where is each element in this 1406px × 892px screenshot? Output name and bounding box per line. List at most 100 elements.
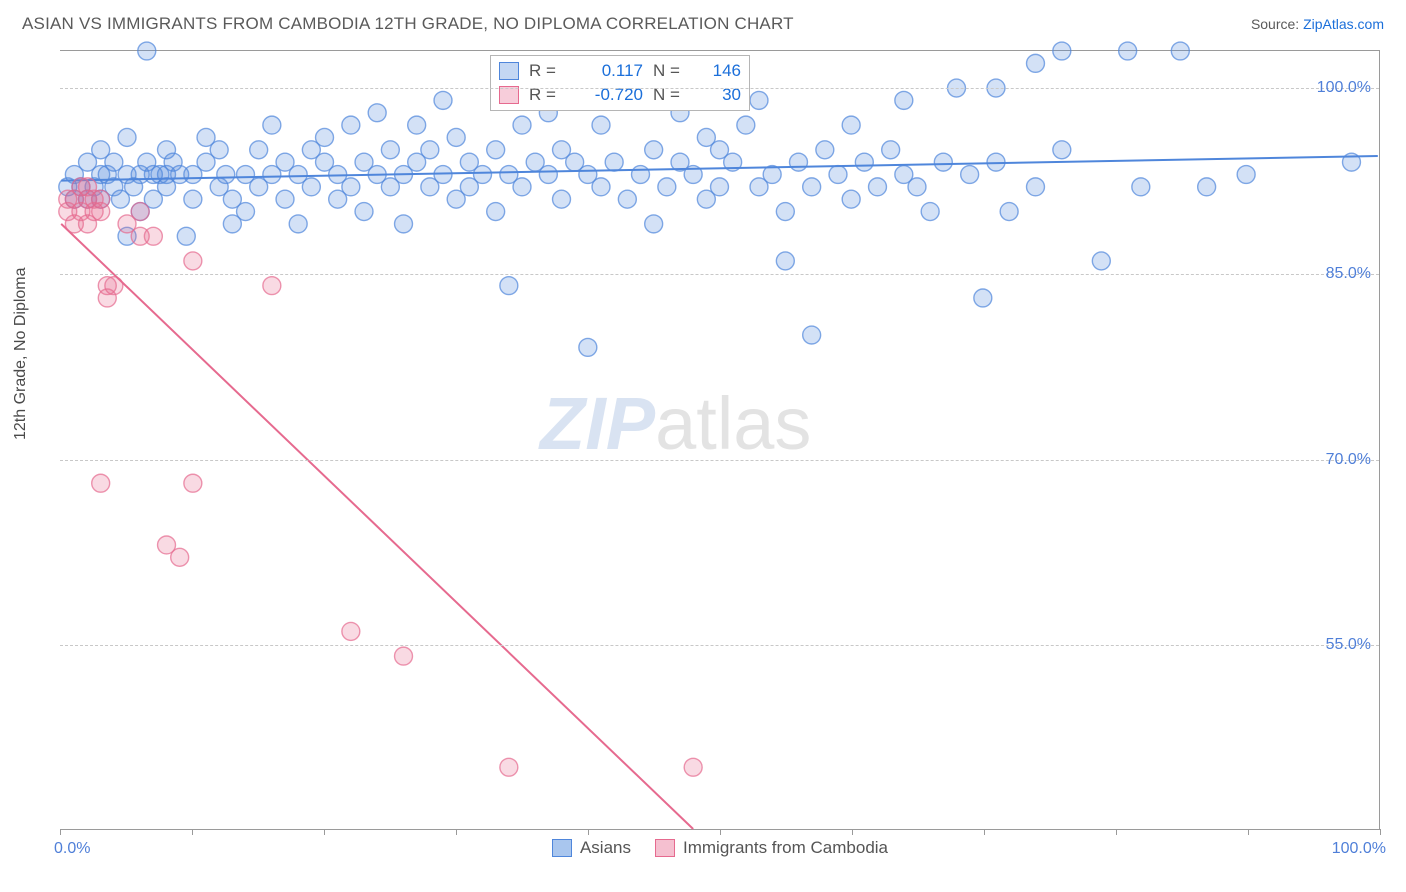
scatter-point	[842, 190, 860, 208]
scatter-point	[961, 166, 979, 184]
source-link[interactable]: ZipAtlas.com	[1303, 16, 1384, 32]
source-prefix: Source:	[1251, 16, 1303, 32]
scatter-point	[632, 166, 650, 184]
scatter-point	[658, 178, 676, 196]
r-label: R =	[529, 61, 563, 81]
legend-swatch	[499, 62, 519, 80]
x-tick	[1248, 829, 1249, 835]
legend-swatch	[552, 839, 572, 857]
scatter-point	[895, 91, 913, 109]
n-label: N =	[653, 61, 687, 81]
scatter-point	[513, 116, 531, 134]
scatter-point	[177, 227, 195, 245]
scatter-point	[1053, 42, 1071, 60]
scatter-point	[1119, 42, 1137, 60]
scatter-point	[250, 141, 268, 159]
scatter-point	[487, 141, 505, 159]
y-tick-label: 100.0%	[1317, 79, 1371, 97]
scatter-point	[144, 227, 162, 245]
scatter-point	[803, 178, 821, 196]
scatter-point	[276, 190, 294, 208]
x-tick	[456, 829, 457, 835]
scatter-point	[829, 166, 847, 184]
scatter-point	[592, 178, 610, 196]
r-value: 0.117	[573, 61, 643, 81]
y-tick-label: 70.0%	[1326, 451, 1371, 469]
scatter-point	[921, 203, 939, 221]
series-legend: Asians Immigrants from Cambodia	[60, 838, 1380, 858]
scatter-point	[579, 338, 597, 356]
scatter-point	[750, 91, 768, 109]
gridline-h	[60, 460, 1379, 461]
scatter-point	[592, 116, 610, 134]
scatter-point	[500, 758, 518, 776]
scatter-point	[342, 622, 360, 640]
scatter-point	[934, 153, 952, 171]
scatter-point	[474, 166, 492, 184]
scatter-point	[513, 178, 531, 196]
x-tick	[60, 829, 61, 835]
scatter-point	[645, 141, 663, 159]
scatter-point	[645, 215, 663, 233]
scatter-point	[1132, 178, 1150, 196]
scatter-point	[1171, 42, 1189, 60]
scatter-point	[882, 141, 900, 159]
scatter-point	[302, 178, 320, 196]
scatter-point	[342, 178, 360, 196]
scatter-point	[816, 141, 834, 159]
scatter-point	[1053, 141, 1071, 159]
scatter-point	[737, 116, 755, 134]
scatter-point	[237, 203, 255, 221]
gridline-h	[60, 88, 1379, 89]
scatter-point	[342, 116, 360, 134]
scatter-point	[263, 277, 281, 295]
scatter-point	[711, 178, 729, 196]
scatter-point	[184, 252, 202, 270]
scatter-point	[395, 647, 413, 665]
scatter-point	[381, 141, 399, 159]
scatter-point	[869, 178, 887, 196]
scatter-point	[855, 153, 873, 171]
trend-line	[61, 224, 693, 829]
source-attribution: Source: ZipAtlas.com	[1251, 16, 1384, 32]
scatter-point	[210, 141, 228, 159]
scatter-point	[1092, 252, 1110, 270]
scatter-point	[289, 215, 307, 233]
scatter-point	[1237, 166, 1255, 184]
x-tick	[324, 829, 325, 835]
scatter-point	[184, 474, 202, 492]
scatter-point	[500, 277, 518, 295]
scatter-point	[171, 548, 189, 566]
trend-line	[61, 156, 1378, 181]
scatter-point	[316, 128, 334, 146]
scatter-point	[605, 153, 623, 171]
x-tick	[192, 829, 193, 835]
scatter-point	[355, 203, 373, 221]
scatter-point	[487, 203, 505, 221]
x-tick	[588, 829, 589, 835]
x-tick	[1116, 829, 1117, 835]
legend-label: Asians	[580, 838, 631, 858]
scatter-point	[790, 153, 808, 171]
legend-row: R =-0.720N =30	[499, 83, 741, 107]
scatter-point	[184, 190, 202, 208]
scatter-point	[217, 166, 235, 184]
scatter-point	[618, 190, 636, 208]
scatter-point	[421, 141, 439, 159]
scatter-point	[1027, 54, 1045, 72]
chart-title: ASIAN VS IMMIGRANTS FROM CAMBODIA 12TH G…	[22, 14, 794, 34]
scatter-point	[434, 91, 452, 109]
gridline-h	[60, 274, 1379, 275]
y-axis-label: 12th Grade, No Diploma	[12, 267, 30, 440]
scatter-chart: R =0.117N =146R =-0.720N =30 ZIPatlas 55…	[60, 50, 1380, 830]
gridline-h	[60, 645, 1379, 646]
y-tick-label: 55.0%	[1326, 636, 1371, 654]
x-tick	[984, 829, 985, 835]
x-tick	[852, 829, 853, 835]
scatter-point	[368, 104, 386, 122]
scatter-point	[395, 215, 413, 233]
scatter-point	[974, 289, 992, 307]
legend-item: Immigrants from Cambodia	[655, 838, 888, 858]
scatter-point	[138, 42, 156, 60]
scatter-point	[776, 203, 794, 221]
